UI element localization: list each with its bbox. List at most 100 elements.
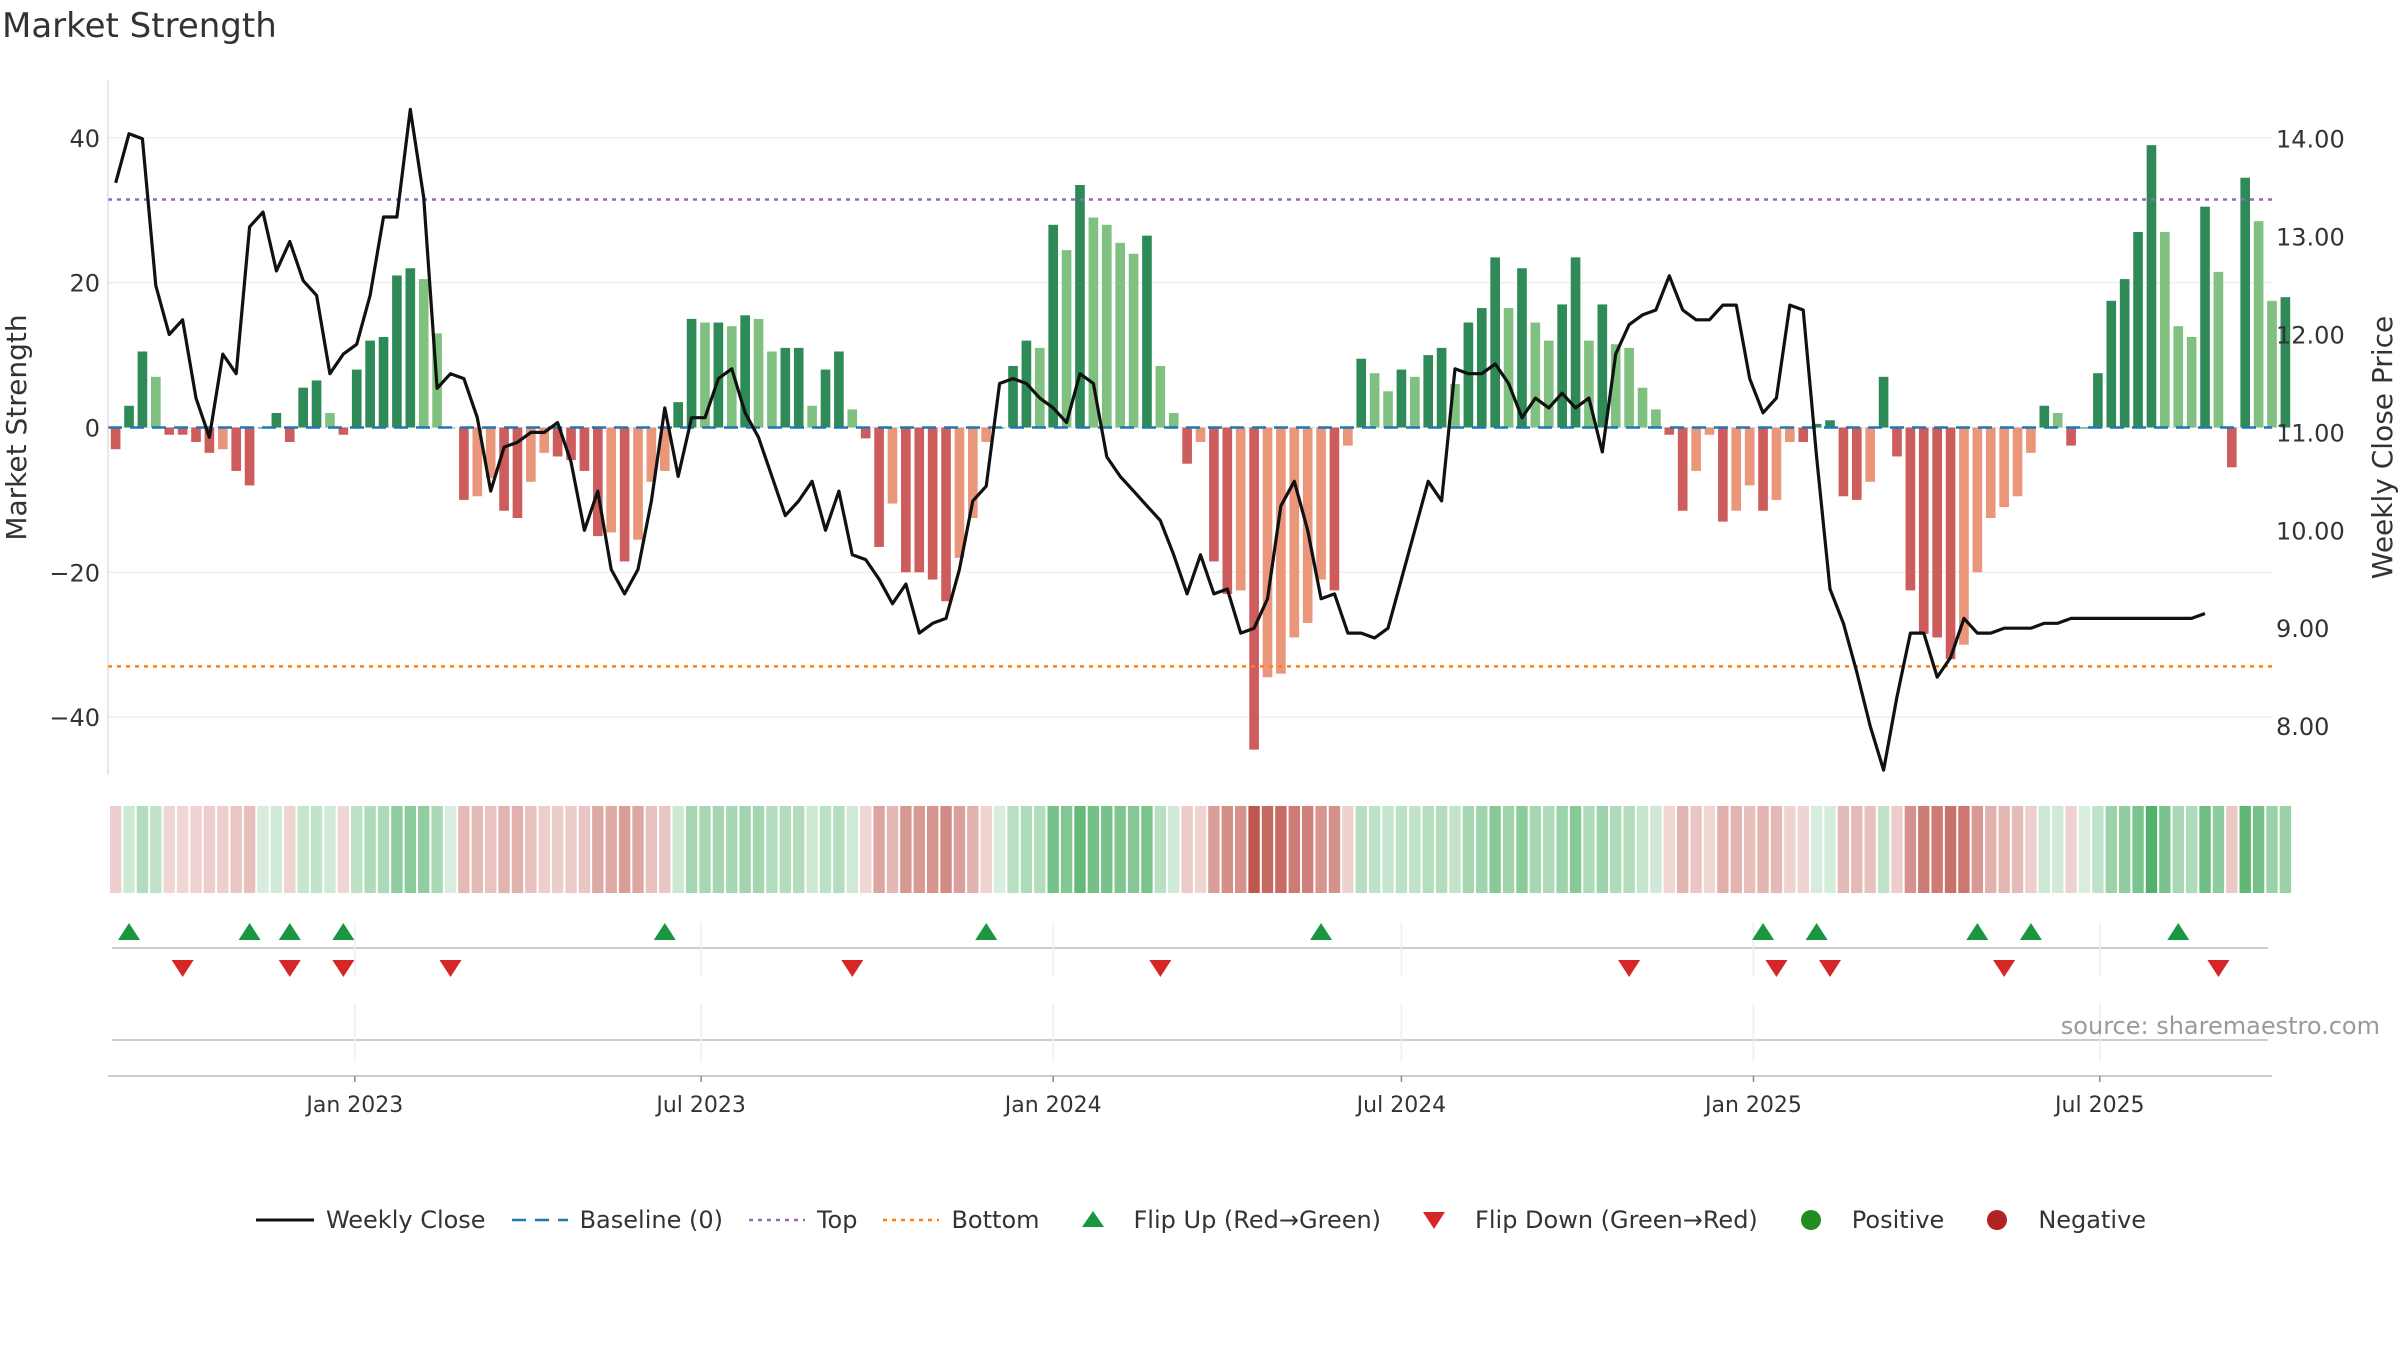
heat-cell [1060,806,1073,893]
heat-cell [1315,806,1327,893]
strength-bar [1142,235,1152,428]
heat-cell [672,806,684,893]
strength-bar [1048,224,1059,428]
strength-bar [2240,177,2251,428]
strength-bar [1075,184,1085,428]
strength-bar [1624,347,1634,428]
y2-tick-label: 13.00 [2276,224,2345,252]
strength-bar [1932,427,1942,638]
strength-bar [1637,387,1648,428]
heat-cell [1208,806,1220,893]
legend-close-symbol [254,1207,316,1233]
heat-cell [109,806,122,893]
heat-cell [337,806,350,893]
heat-cell [270,806,283,893]
heat-cell [377,806,390,893]
strength-bar [1838,427,1849,497]
strength-bar [418,279,429,428]
strength-bar [1610,344,1621,428]
strength-bar [298,387,308,428]
strength-bar [1168,413,1179,428]
legend-label: Flip Up (Red→Green) [1133,1206,1382,1234]
strength-bar [1597,304,1608,428]
weekly-close-line [114,107,2206,772]
strength-bar [847,409,858,428]
y-tick-label: 20 [69,270,100,298]
heat-cell [1301,806,1314,893]
heat-cell [538,806,550,893]
strength-bar [1235,427,1246,591]
flip-up-marker [118,923,141,940]
heat-cell [1368,806,1381,893]
y2-tick-label: 12.00 [2276,322,2345,350]
x-tick-label: Jul 2024 [1355,1093,1447,1118]
strength-bar [325,413,335,428]
strength-bar [874,427,884,547]
heat-cell [1556,806,1568,893]
heat-cell [1409,806,1421,893]
heat-cell [2105,806,2117,893]
strength-bar [1450,384,1460,428]
strength-bar [151,376,161,428]
strength-bar [231,427,242,471]
strength-bar [392,275,402,428]
heat-cell [1650,806,1662,893]
heat-cell [1154,806,1167,893]
strength-bar [2173,326,2184,428]
heat-cell [1020,806,1033,893]
heat-cell [176,806,189,893]
heat-cell [833,806,845,893]
x-tick-label: Jan 2024 [1003,1093,1102,1118]
strength-bar [2119,279,2130,428]
heat-cell [2078,806,2091,893]
strength-bar [793,347,804,428]
strength-bar [1383,391,1393,428]
strength-bar [1731,427,1742,511]
strength-bar [284,427,295,442]
strength-bar [1825,420,1835,428]
strength-bar [1865,427,1876,482]
strength-bar [1155,365,1166,428]
heat-cell [1797,806,1809,893]
heat-cell [136,806,149,893]
strength-bar [1329,427,1340,591]
flip-up-marker [1310,923,1333,940]
heat-cell [1730,806,1742,893]
heat-cell [1449,806,1461,893]
flip-down-marker [2207,960,2230,977]
legend-label: Flip Down (Green→Red) [1475,1206,1758,1234]
legend-top-symbol [745,1207,807,1233]
strength-bar [1811,423,1822,428]
legend-item-flip-down: Flip Down (Green→Red) [1403,1206,1758,1234]
heat-cell [1636,806,1649,893]
heat-cell [913,806,925,893]
heat-cell [1529,806,1542,893]
strength-bar [1436,347,1447,428]
heat-cell [659,806,671,893]
strength-bar [1115,242,1125,428]
legend-negative-symbol [1966,1207,2028,1233]
y2-tick-label: 14.00 [2276,126,2345,154]
heat-cell [632,806,644,893]
flip-down-marker [332,960,355,977]
strength-bar [633,427,643,540]
heat-cell [1007,806,1019,893]
legend-label: Bottom [951,1206,1040,1234]
strength-bar [619,427,630,562]
strength-bar [579,427,590,471]
heat-cell [726,806,738,893]
heat-cell [793,806,805,893]
heat-cell [1770,806,1783,893]
strength-bar [2093,373,2103,428]
heat-cell [391,806,403,893]
heat-cell [203,806,216,893]
heat-cell [2266,806,2278,893]
y2-tick-label: 9.00 [2276,615,2329,643]
strength-bar [1878,376,1889,428]
strength-bar [191,427,201,442]
strength-bar [834,351,844,428]
heat-cell [1114,806,1126,893]
strength-bar [1517,268,1527,428]
strength-bar [1262,427,1273,678]
heat-cell [1583,806,1595,893]
